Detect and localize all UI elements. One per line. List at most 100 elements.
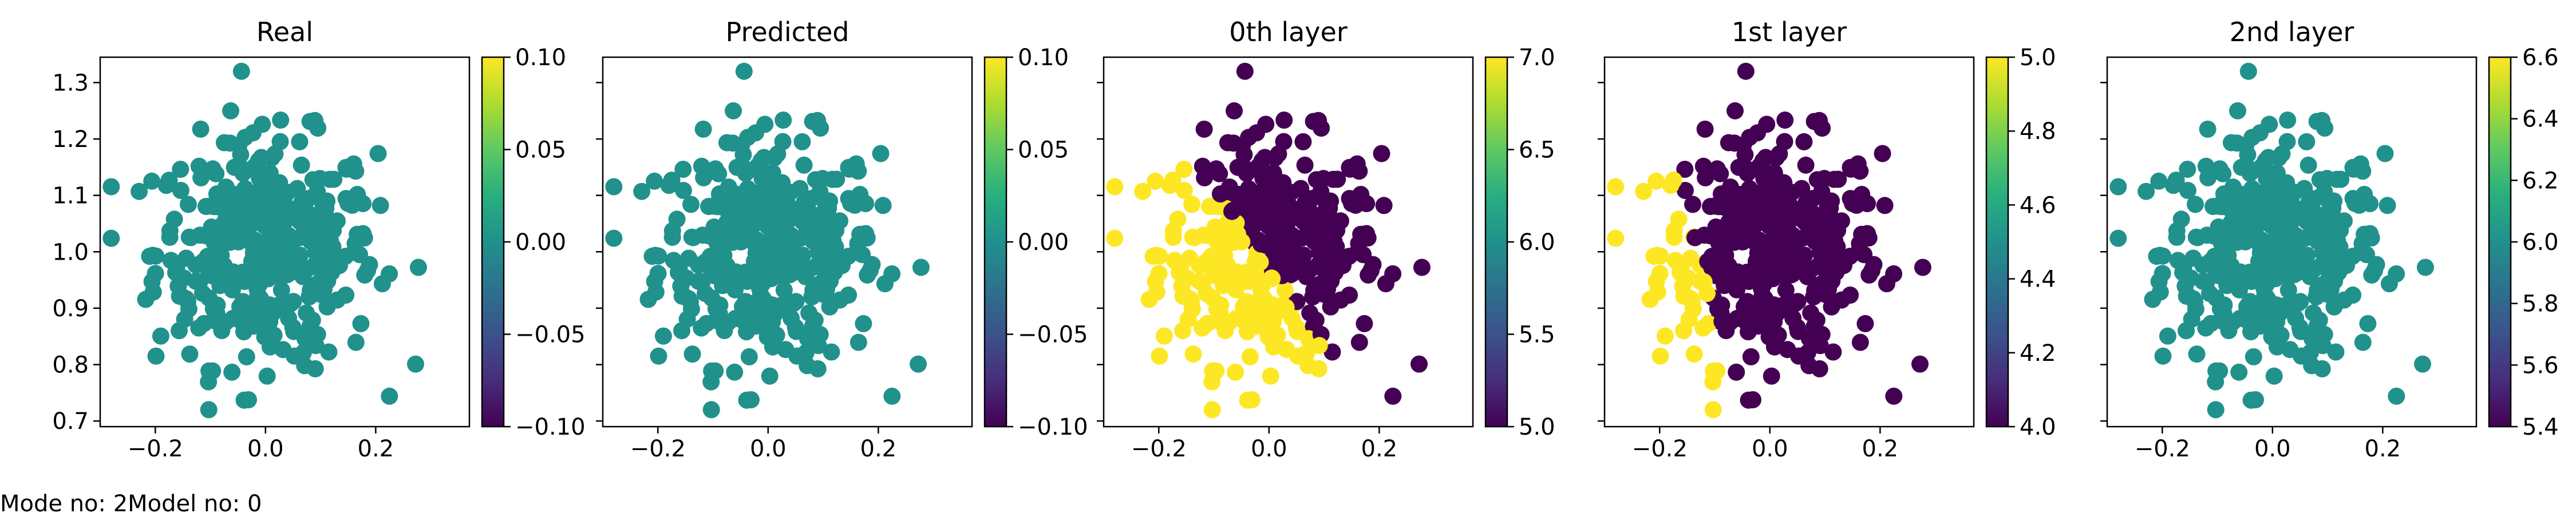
scatter-point <box>747 124 764 142</box>
colorbar-tick-label: 6.2 <box>2522 168 2559 194</box>
scatter-point <box>315 280 333 298</box>
scatter-point <box>883 387 901 405</box>
scatter-point <box>235 323 252 341</box>
scatter-point <box>1310 360 1327 377</box>
scatter-point <box>1740 161 1757 178</box>
scatter-point <box>177 290 195 308</box>
scatter-point <box>1224 273 1242 291</box>
scatter-point <box>2189 229 2206 246</box>
colorbar-tick-label: 5.6 <box>2522 352 2559 379</box>
colorbar-tick-label: 0.00 <box>515 229 566 256</box>
scatter-points <box>1106 62 1431 419</box>
colorbar-tick-label: 5.4 <box>2522 414 2559 440</box>
colorbar-gradient <box>1985 56 2009 428</box>
scatter-point <box>883 265 901 283</box>
scatter-point <box>2256 235 2273 253</box>
scatter-point <box>152 327 169 345</box>
colorbar-tick-label: 6.0 <box>2522 229 2559 256</box>
colorbar-tick-label: 4.4 <box>2020 267 2056 293</box>
y-tick-label: 1.1 <box>52 183 89 209</box>
scatter-point <box>2416 258 2434 276</box>
scatter-point <box>1808 226 1826 244</box>
scatter-point <box>169 277 187 295</box>
scatter-point <box>1737 62 1755 80</box>
scatter-point <box>1790 347 1808 365</box>
scatter-point <box>2245 348 2262 365</box>
scatter-point <box>2278 133 2296 150</box>
scatter-point <box>1251 253 1269 271</box>
scatter-point <box>307 337 325 355</box>
scatter-point <box>1652 347 1669 365</box>
scatter-point <box>1310 243 1328 261</box>
subplot-title: Predicted <box>726 17 850 47</box>
scatter-point <box>2264 174 2282 192</box>
scatter-point <box>1294 133 1312 150</box>
scatter-point <box>2237 233 2254 250</box>
scatter-point <box>2179 161 2196 178</box>
scatter-point <box>257 174 275 192</box>
scatter-point <box>1253 235 1270 253</box>
scatter-point <box>1607 178 1625 196</box>
scatter-point <box>702 401 720 419</box>
scatter-point <box>181 345 199 363</box>
scatter-points <box>1607 62 1931 419</box>
scatter-point <box>1776 112 1794 129</box>
scatter-point <box>223 363 241 381</box>
scatter-point <box>1173 277 1191 295</box>
scatter-point <box>320 343 338 361</box>
scatter-point <box>1793 180 1811 197</box>
scatter-point <box>1296 156 1314 174</box>
scatter-point <box>1300 208 1318 225</box>
scatter-point <box>355 229 373 246</box>
scatter-point <box>1797 263 1815 281</box>
scatter-point <box>2328 170 2346 188</box>
scatter-point <box>1203 401 1221 419</box>
axes-frame <box>1103 56 1474 428</box>
scatter-point <box>1647 172 1665 190</box>
scatter-point <box>806 311 824 329</box>
scatter-point <box>633 182 651 200</box>
x-tick-label: 0.2 <box>1361 436 1398 462</box>
scatter-point <box>1310 337 1328 355</box>
scatter-point <box>2293 347 2310 365</box>
scatter-point <box>208 243 226 261</box>
scatter-point <box>314 197 332 214</box>
scatter-point <box>1413 258 1431 276</box>
scatter-point <box>2255 253 2273 271</box>
scatter-point <box>1672 259 1690 276</box>
scatter-point <box>1760 217 1778 235</box>
scatter-point <box>1292 180 1310 197</box>
colorbar-tick-label: −0.05 <box>1018 322 1088 348</box>
scatter-point <box>307 243 325 261</box>
scatter-point <box>1226 102 1243 120</box>
scatter-point <box>2242 391 2260 409</box>
subplot-3: 0th layer −0.2 0.0 0.2 5.0 5.5 6.0 6.5 7.0 <box>1097 17 1555 462</box>
scatter-point <box>1134 182 1152 200</box>
scatter-point <box>1767 199 1785 217</box>
scatter-point <box>2322 280 2340 298</box>
y-tick-label: 0.9 <box>52 296 89 322</box>
scatter-point <box>249 235 266 253</box>
scatter-point <box>2300 193 2318 211</box>
scatter-point <box>738 323 755 341</box>
scatter-point <box>2199 120 2217 138</box>
scatter-point <box>710 185 728 203</box>
colorbar-tick-label: −0.10 <box>515 414 586 440</box>
scatter-point <box>1700 315 1717 332</box>
colorbar-gradient <box>983 56 1008 428</box>
scatter-point <box>2320 263 2338 280</box>
scatter-point <box>706 362 724 380</box>
scatter-point <box>1317 263 1334 280</box>
scatter-point <box>811 183 829 201</box>
scatter-point <box>1737 185 1755 203</box>
scatter-point <box>265 327 283 344</box>
scatter-point <box>235 161 253 178</box>
scatter-point <box>2388 265 2405 283</box>
scatter-point <box>1708 160 1726 178</box>
scatter-point <box>2300 156 2317 174</box>
scatter-point <box>1665 222 1683 240</box>
scatter-point <box>2300 263 2317 281</box>
axes-frame <box>602 56 973 428</box>
scatter-point <box>2207 401 2225 419</box>
scatter-point <box>372 197 389 214</box>
